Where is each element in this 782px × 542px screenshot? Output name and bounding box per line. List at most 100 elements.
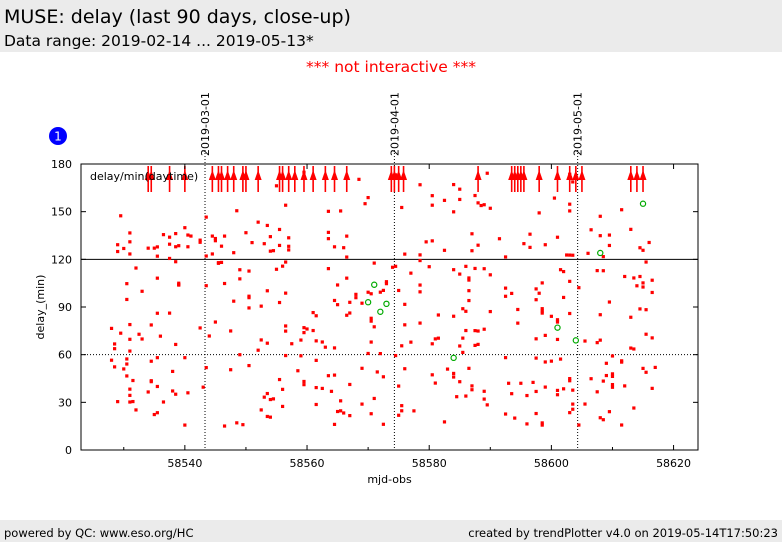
data-point	[394, 353, 398, 358]
data-point	[452, 268, 456, 272]
data-point	[418, 258, 422, 263]
data-point	[503, 255, 508, 259]
highlight-point	[597, 249, 604, 257]
data-point	[601, 255, 605, 259]
data-point	[522, 242, 526, 246]
data-point	[348, 382, 352, 387]
data-point	[259, 408, 263, 412]
data-point	[482, 327, 486, 331]
overflow-arrow-head	[300, 170, 308, 180]
data-point	[470, 249, 474, 253]
data-point	[503, 412, 508, 416]
data-point	[430, 194, 434, 198]
data-point	[265, 414, 269, 419]
data-point	[363, 202, 367, 206]
data-point	[598, 313, 602, 317]
data-point	[568, 202, 572, 206]
data-point	[601, 269, 605, 273]
data-point	[339, 209, 343, 213]
data-point	[629, 227, 633, 231]
data-point	[418, 321, 422, 325]
overflow-arrow-head	[230, 170, 238, 180]
data-point	[268, 397, 272, 402]
data-point	[259, 338, 263, 342]
data-point	[540, 309, 544, 313]
data-point	[265, 223, 269, 228]
data-point	[540, 423, 544, 427]
data-point	[119, 331, 123, 335]
data-point	[562, 269, 566, 274]
data-point	[400, 344, 404, 348]
data-point	[601, 418, 605, 422]
overflow-arrow-head	[535, 170, 543, 180]
overflow-arrow-head	[553, 170, 561, 180]
data-point	[366, 351, 370, 356]
data-point	[436, 336, 440, 340]
data-point	[497, 237, 502, 241]
data-point	[284, 324, 288, 328]
data-point	[128, 349, 132, 353]
data-point	[442, 420, 447, 424]
data-point	[488, 273, 492, 277]
data-point	[302, 326, 306, 330]
y-tick-label: 90	[58, 301, 72, 314]
data-point	[354, 292, 358, 296]
data-point	[342, 246, 346, 250]
data-point	[238, 353, 242, 357]
overflow-arrow-head	[291, 170, 299, 180]
data-point	[152, 246, 156, 250]
data-point	[534, 287, 538, 291]
data-point	[400, 404, 404, 408]
data-point	[265, 391, 269, 396]
data-point	[458, 187, 462, 191]
data-point	[262, 242, 266, 246]
data-point	[381, 375, 385, 379]
data-point	[128, 252, 132, 256]
data-point	[112, 347, 117, 351]
data-point	[598, 338, 602, 342]
data-point	[213, 236, 217, 241]
data-point	[461, 350, 465, 355]
data-point	[314, 402, 318, 407]
data-point	[204, 366, 208, 370]
data-point	[369, 292, 373, 296]
data-point	[125, 282, 129, 286]
overflow-arrow-head	[633, 170, 641, 180]
data-point	[134, 408, 138, 412]
data-point	[488, 309, 492, 314]
data-point	[342, 411, 346, 415]
data-point	[534, 411, 538, 416]
data-point	[198, 326, 202, 330]
data-point	[277, 377, 282, 382]
data-point	[427, 265, 431, 269]
data-point	[647, 240, 651, 245]
data-point	[372, 325, 376, 329]
data-point	[418, 283, 422, 287]
data-point	[586, 251, 590, 255]
data-point	[229, 368, 233, 372]
data-point	[525, 393, 529, 398]
data-point	[131, 378, 135, 383]
data-point	[183, 226, 187, 230]
data-point	[146, 390, 150, 394]
data-point	[122, 367, 126, 371]
data-point	[183, 356, 187, 360]
data-point	[155, 311, 159, 315]
data-point	[604, 373, 608, 378]
data-point	[314, 385, 318, 390]
data-point	[558, 268, 563, 272]
data-point	[400, 205, 404, 210]
data-point	[186, 233, 190, 237]
data-point	[595, 269, 599, 273]
data-point	[467, 366, 471, 370]
date-marker-label: 2019-03-01	[199, 92, 212, 156]
data-point	[369, 340, 373, 344]
data-point	[299, 354, 303, 358]
data-point	[540, 421, 544, 425]
data-point	[467, 278, 471, 282]
highlight-point	[371, 281, 378, 288]
data-point	[332, 422, 337, 426]
data-point	[171, 369, 175, 374]
data-point	[366, 290, 370, 294]
